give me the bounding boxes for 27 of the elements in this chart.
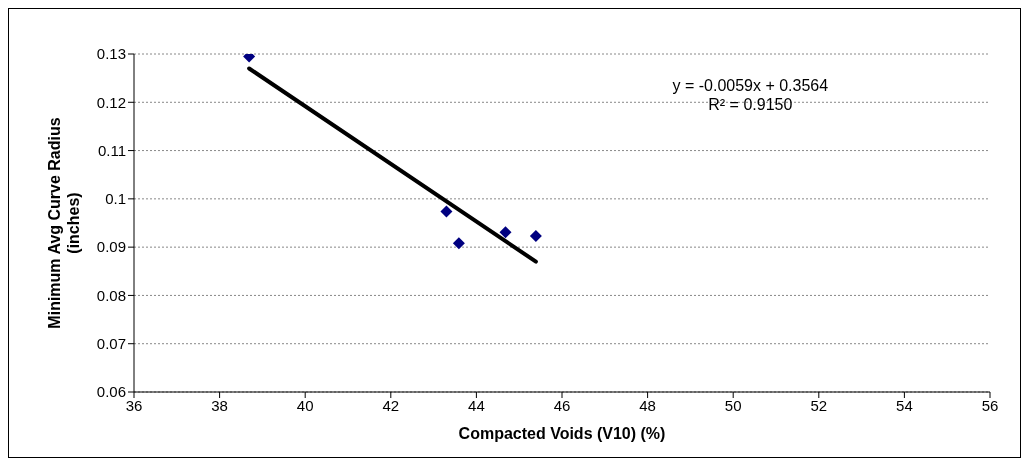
y-tick-label: 0.07 [96, 335, 126, 353]
x-tick-label: 40 [296, 396, 314, 414]
point [499, 226, 512, 239]
x-tick-label: 38 [211, 396, 228, 414]
annotation: y = -0.0059x + 0.3564 [671, 76, 830, 95]
y-axis-title: Minimum Avg Curve Radius (inches) [46, 117, 82, 329]
point [529, 230, 542, 243]
y-tick-label: 0.08 [96, 286, 126, 304]
point [452, 237, 465, 250]
point [440, 205, 453, 218]
x-tick-label: 42 [382, 396, 400, 414]
y-tick-label: 0.06 [96, 383, 126, 401]
x-axis-title: Compacted Voids (V10) (%) [458, 425, 666, 442]
x-tick-label: 44 [468, 396, 485, 414]
x-tick-label: 54 [896, 396, 913, 414]
x-tick-label: 52 [810, 396, 828, 414]
x-tick-label: 56 [981, 396, 999, 414]
y-tick-label: 0.1 [105, 190, 126, 208]
y-tick-label: 0.12 [96, 93, 126, 111]
annotation: R² = 0.9150 [707, 95, 794, 114]
x-tick-label: 46 [553, 396, 571, 414]
x-tick-label: 36 [125, 396, 143, 414]
y-tick-label: 0.11 [97, 141, 126, 159]
x-tick-label: 48 [639, 396, 656, 414]
y-tick-label: 0.13 [96, 45, 126, 63]
y-tick-label: 0.09 [96, 238, 126, 256]
x-tick-label: 50 [724, 396, 742, 414]
